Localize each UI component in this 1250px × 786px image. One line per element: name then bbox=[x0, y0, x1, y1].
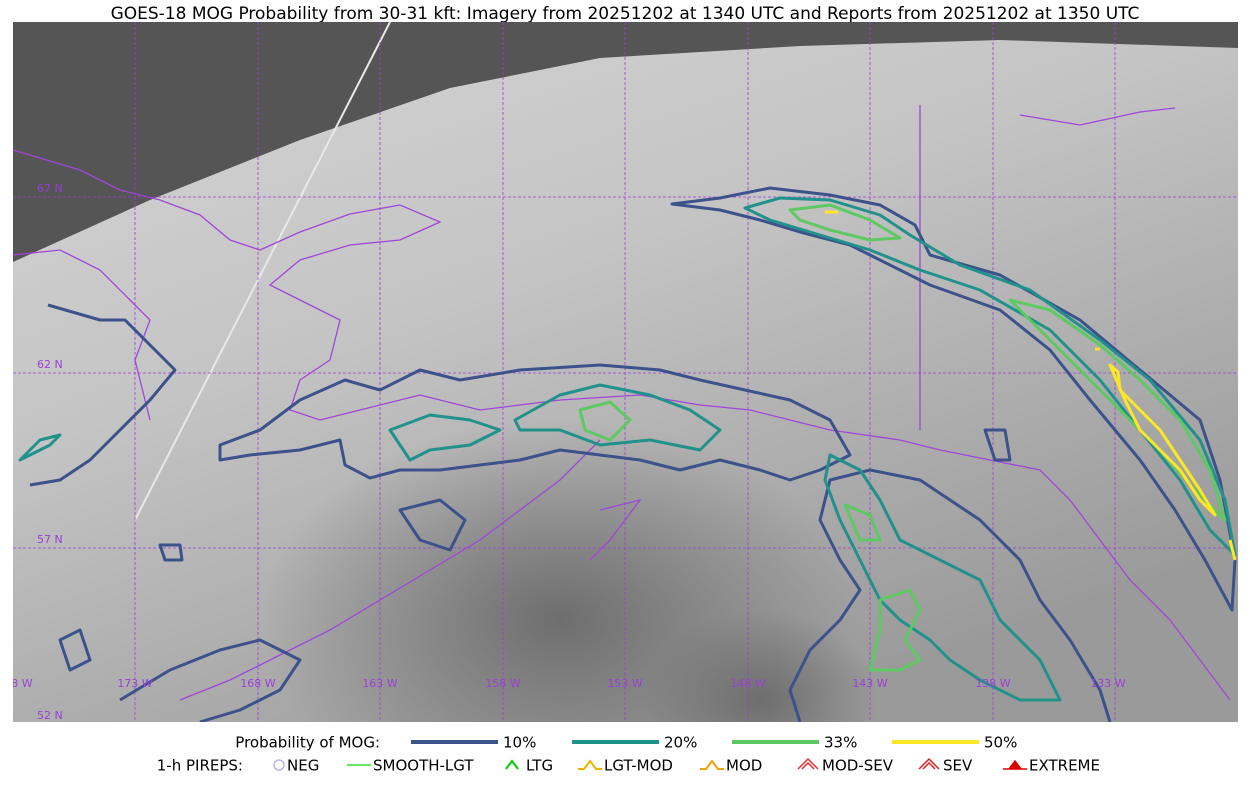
legend-entry: EXTREME bbox=[1029, 757, 1100, 775]
longitude-label: 153 W bbox=[607, 677, 642, 690]
longitude-label: 168 W bbox=[240, 677, 275, 690]
night-region bbox=[13, 22, 1238, 262]
legend-entry: NEG bbox=[287, 757, 319, 775]
longitude-label: 173 W bbox=[117, 677, 152, 690]
graticule-labels: 67 N 62 N 57 N 52 N 178 W 173 W 168 W 163 W 158 … bbox=[0, 182, 1126, 722]
map: 67 N 62 N 57 N 52 N 178 W 173 W 168 W 163 W 158 … bbox=[0, 22, 1238, 722]
legend-entry: SMOOTH-LGT bbox=[373, 757, 474, 775]
contour-10 bbox=[29, 303, 852, 487]
latitude-label: 67 N bbox=[37, 182, 63, 195]
contours bbox=[18, 186, 1237, 722]
pirep-icon bbox=[578, 759, 602, 770]
pirep-symbol bbox=[273, 759, 285, 771]
legend: Probability of MOG: 10% 20% 33% 50% 1-h PIREP… bbox=[157, 734, 1100, 775]
contour-50 bbox=[825, 210, 1237, 561]
legend-entry: MOD bbox=[726, 757, 762, 775]
contour-10 bbox=[58, 428, 1012, 672]
pirep-icon bbox=[797, 757, 819, 770]
contour-10 bbox=[119, 468, 1112, 722]
contour-33 bbox=[578, 203, 1227, 672]
longitude-label: 148 W bbox=[730, 677, 765, 690]
pirep-icon bbox=[273, 759, 285, 771]
legend-entry: 10% bbox=[503, 734, 536, 752]
scan-line bbox=[134, 22, 391, 521]
pirep-icon bbox=[918, 757, 940, 770]
longitude-label: 138 W bbox=[975, 677, 1010, 690]
pirep-symbol bbox=[797, 757, 819, 770]
pirep-symbol bbox=[1003, 759, 1027, 770]
pirep-icon bbox=[700, 759, 724, 770]
title: GOES-18 MOG Probability from 30-31 kft: … bbox=[111, 4, 1140, 24]
pirep-icon bbox=[505, 759, 519, 770]
legend-label: Probability of MOG: bbox=[235, 734, 380, 752]
pirep-symbol bbox=[578, 759, 602, 770]
legend-entry: 33% bbox=[824, 734, 857, 752]
pirep-symbol bbox=[505, 759, 519, 770]
legend-label: 1-h PIREPS: bbox=[157, 757, 243, 775]
legend-entry: MOD-SEV bbox=[822, 757, 894, 775]
longitude-label: 133 W bbox=[1090, 677, 1125, 690]
legend-entry: LTG bbox=[526, 757, 553, 775]
legend-entry: 50% bbox=[984, 734, 1017, 752]
legend-entry: SEV bbox=[943, 757, 973, 775]
pirep-symbol bbox=[700, 759, 724, 770]
latitude-label: 62 N bbox=[37, 358, 63, 371]
longitude-label: 143 W bbox=[852, 677, 887, 690]
longitude-label: 178 W bbox=[0, 677, 33, 690]
latitude-label: 52 N bbox=[37, 709, 63, 722]
longitude-label: 158 W bbox=[485, 677, 520, 690]
longitude-label: 163 W bbox=[362, 677, 397, 690]
contour-20 bbox=[18, 383, 1062, 702]
legend-entry: LGT-MOD bbox=[604, 757, 673, 775]
coastlines bbox=[13, 105, 1231, 701]
legend-entry: 20% bbox=[664, 734, 697, 752]
pirep-symbol bbox=[918, 757, 940, 770]
latitude-label: 57 N bbox=[37, 533, 63, 546]
contour-10 bbox=[670, 186, 1237, 612]
pirep-icon bbox=[1003, 759, 1027, 770]
